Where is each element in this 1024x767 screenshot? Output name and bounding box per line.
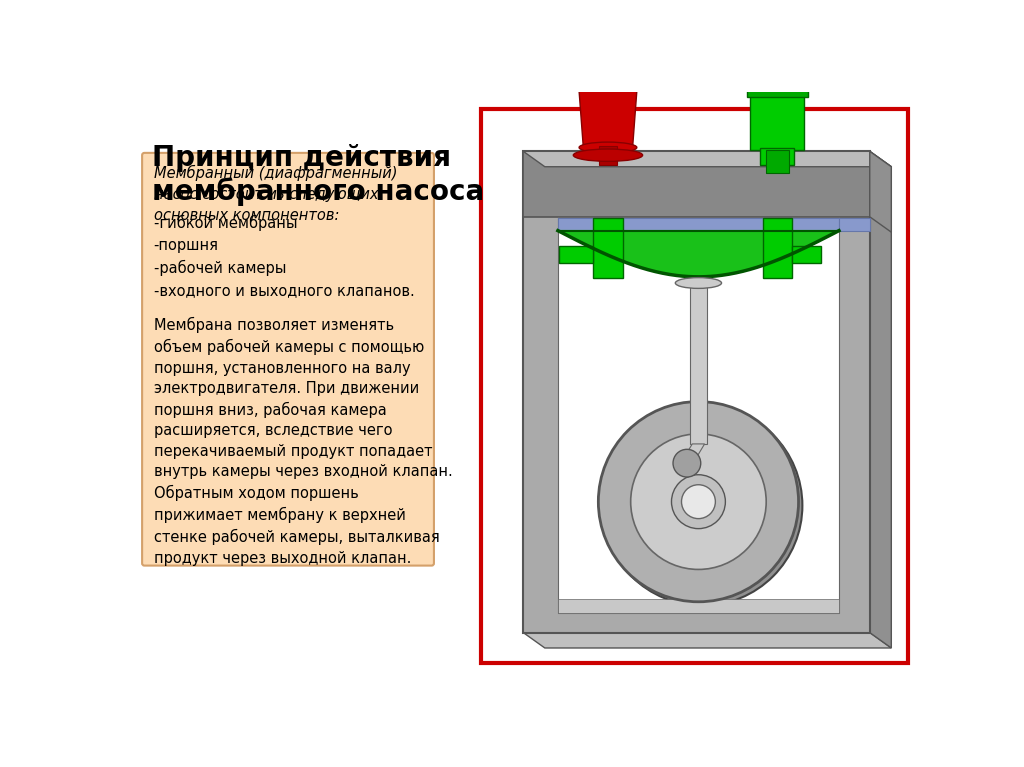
Bar (599, 146, 617, 165)
Bar (746, 81, 808, 97)
Bar (766, 150, 788, 173)
Circle shape (673, 449, 700, 477)
Bar (593, 219, 623, 278)
FancyBboxPatch shape (142, 153, 434, 565)
Text: Мембрана позволяет изменять
объем рабочей камеры с помощью
поршня, установленног: Мембрана позволяет изменять объем рабоче… (154, 317, 453, 566)
Bar (558, 217, 839, 614)
Polygon shape (579, 86, 637, 147)
Bar (792, 246, 821, 263)
Bar (690, 283, 707, 444)
Bar (559, 246, 593, 263)
Bar (523, 151, 869, 633)
Bar (763, 219, 792, 278)
Bar (558, 600, 839, 614)
Circle shape (672, 475, 725, 528)
Ellipse shape (579, 81, 637, 91)
Polygon shape (523, 633, 891, 648)
Text: -гибкой мембраны
-поршня
-рабочей камеры
-входного и выходного клапанов.: -гибкой мембраны -поршня -рабочей камеры… (154, 216, 415, 298)
Circle shape (631, 434, 766, 569)
Bar (751, 92, 804, 150)
Ellipse shape (573, 149, 643, 161)
Polygon shape (869, 151, 891, 648)
Bar (761, 148, 795, 165)
Polygon shape (558, 231, 839, 277)
Text: Принцип действия
мембранного насоса: Принцип действия мембранного насоса (153, 143, 484, 206)
Bar (523, 151, 869, 217)
Ellipse shape (580, 142, 637, 153)
Circle shape (682, 485, 716, 518)
Circle shape (602, 406, 803, 606)
Polygon shape (869, 151, 891, 232)
Bar (839, 219, 869, 231)
Polygon shape (681, 444, 705, 463)
Bar (558, 219, 839, 231)
Text: Мембранный (диафрагменный)
насос состоит из следующих
основных компонентов:: Мембранный (диафрагменный) насос состоит… (154, 164, 397, 222)
Bar (481, 109, 908, 663)
Polygon shape (523, 151, 891, 166)
Circle shape (598, 402, 799, 602)
Ellipse shape (676, 278, 722, 288)
